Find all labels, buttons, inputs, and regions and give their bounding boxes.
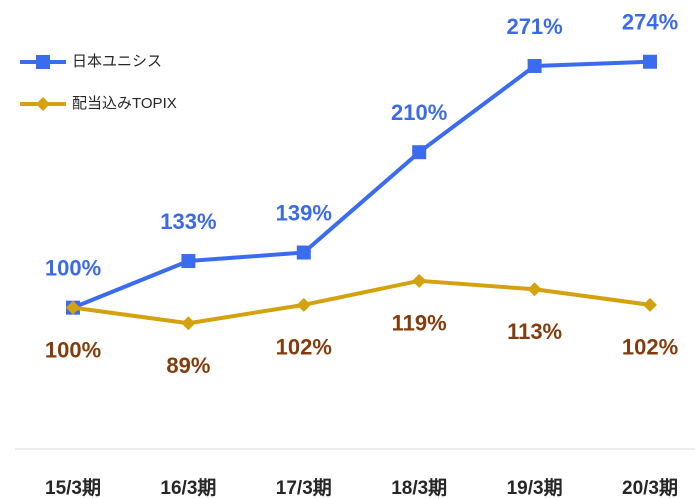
data-label: 274% [622, 10, 678, 35]
data-label: 139% [276, 200, 332, 225]
data-label: 271% [506, 14, 562, 39]
data-label: 119% [392, 311, 447, 336]
data-label: 102% [622, 335, 678, 360]
data-point [296, 245, 311, 260]
data-point [181, 254, 196, 269]
data-label: 102% [276, 335, 332, 360]
data-point [296, 297, 311, 312]
data-label: 89% [166, 353, 210, 378]
data-label: 113% [507, 319, 562, 344]
x-tick-label: 17/3期 [276, 477, 332, 499]
legend-label: 配当込みTOPIX [72, 95, 177, 112]
data-point [412, 145, 427, 160]
data-label: 133% [160, 209, 216, 234]
data-point [527, 282, 542, 297]
data-point [527, 58, 542, 73]
data-label: 210% [391, 100, 447, 125]
x-tick-label: 19/3期 [507, 477, 563, 499]
x-tick-label: 18/3期 [391, 477, 447, 499]
data-point [181, 316, 196, 331]
x-tick-label: 15/3期 [45, 477, 101, 499]
data-point [643, 54, 657, 69]
data-label: 100% [45, 255, 101, 280]
x-tick-label: 20/3期 [622, 477, 678, 499]
x-tick-label: 16/3期 [160, 477, 216, 499]
data-point [66, 300, 80, 315]
series-line [72, 278, 651, 326]
legend-marker [36, 97, 50, 111]
data-label: 100% [45, 337, 101, 362]
data-point [643, 297, 657, 312]
series-line [72, 59, 651, 310]
legend-label: 日本ユニシス [72, 53, 162, 70]
legend-marker [36, 55, 50, 69]
data-point [412, 273, 427, 288]
